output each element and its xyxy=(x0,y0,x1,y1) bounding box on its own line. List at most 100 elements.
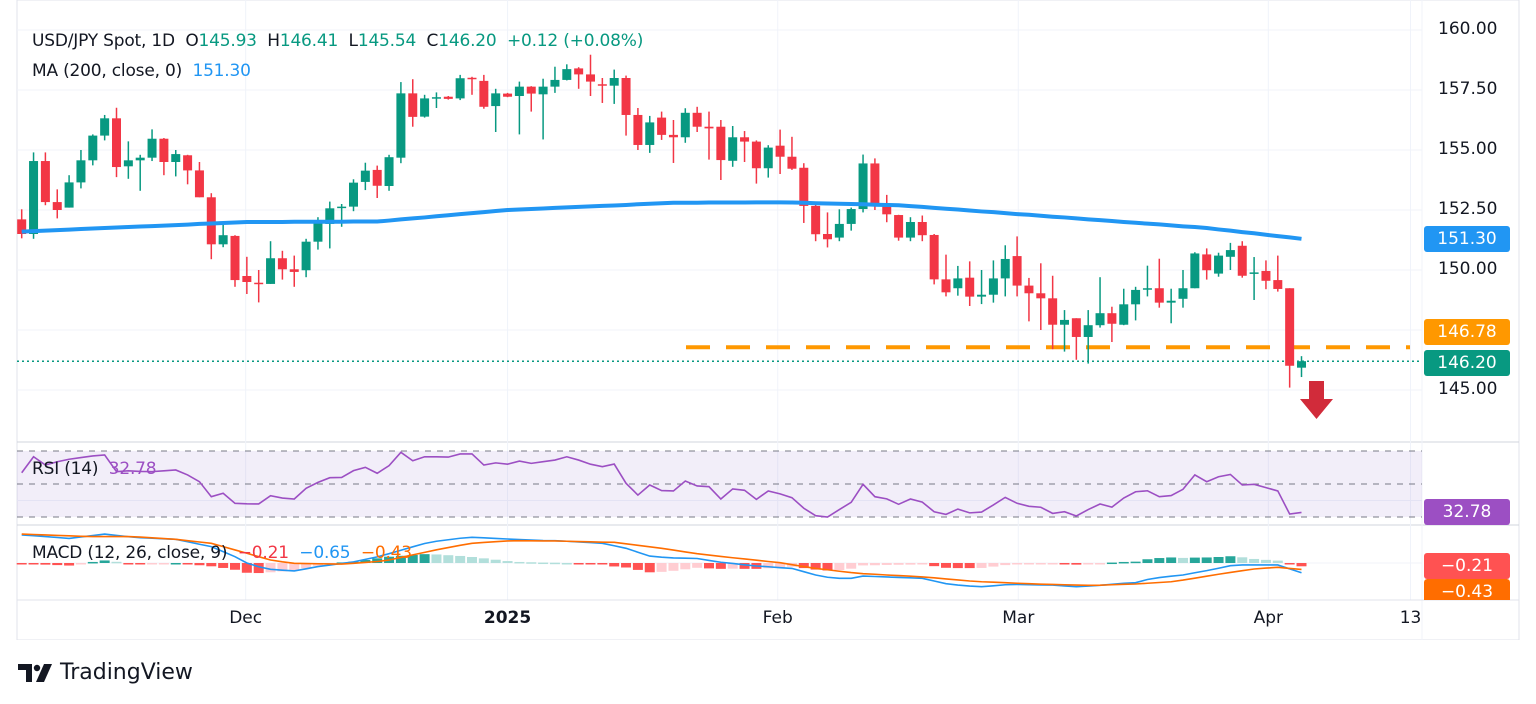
candle-body xyxy=(266,258,276,284)
candle xyxy=(811,201,821,242)
macd-histogram-bar xyxy=(680,563,691,570)
candle xyxy=(657,111,667,140)
candle-body xyxy=(846,209,856,224)
candle-body xyxy=(1202,254,1212,271)
macd-histogram-bar xyxy=(206,563,217,567)
chart-canvas[interactable] xyxy=(0,0,1536,640)
candle xyxy=(360,162,370,191)
candle-body xyxy=(965,277,975,297)
symbol-title: USD/JPY Spot, 1D xyxy=(32,31,175,51)
price-tick-label: 155.00 xyxy=(1438,139,1498,159)
macd-histogram-bar xyxy=(218,563,229,568)
candle xyxy=(1012,236,1022,297)
macd-histogram-bar xyxy=(704,563,714,569)
macd-histogram-bar xyxy=(846,563,857,569)
candle-body xyxy=(88,135,98,161)
candle-body xyxy=(1071,318,1081,337)
candle-body xyxy=(823,234,832,240)
time-tick-label: Feb xyxy=(762,608,793,628)
candle-body xyxy=(230,235,240,281)
time-tick-label: 2025 xyxy=(483,608,532,628)
macd-histogram-bar xyxy=(976,563,987,568)
macd-histogram-bar xyxy=(64,563,75,566)
macd-histogram-bar xyxy=(1118,561,1129,564)
macd-histogram-bar xyxy=(147,563,158,565)
macd-histogram-bar xyxy=(40,563,51,565)
candle-body xyxy=(905,222,915,238)
macd-histogram-bar xyxy=(1047,563,1058,565)
macd-hist-badge: −0.21 xyxy=(1424,553,1510,579)
candle-body xyxy=(325,208,335,224)
macd-histogram-bar xyxy=(632,563,643,570)
macd-histogram-bar xyxy=(111,561,122,564)
candle xyxy=(1297,356,1306,378)
candle-body xyxy=(1142,288,1152,290)
candle-body xyxy=(645,122,655,145)
candle xyxy=(1083,310,1093,364)
candle-body xyxy=(1190,253,1200,289)
candle xyxy=(728,126,738,167)
candle-body xyxy=(1000,258,1010,279)
candle-body xyxy=(680,112,690,138)
candle-body xyxy=(1166,300,1176,303)
candle xyxy=(586,54,595,96)
macd-histogram-bar xyxy=(1000,563,1011,566)
candle-body xyxy=(337,206,347,209)
macd-histogram-bar xyxy=(609,563,620,567)
candle xyxy=(870,158,880,210)
candle-body xyxy=(929,234,939,280)
candle-body xyxy=(1131,289,1141,305)
candle xyxy=(17,209,27,239)
macd-histogram-bar xyxy=(526,562,537,564)
macd-histogram-bar xyxy=(490,559,501,563)
candle xyxy=(1024,277,1034,322)
macd-histogram-bar xyxy=(1012,563,1023,565)
tradingview-logo[interactable]: TradingView xyxy=(18,660,193,685)
candle xyxy=(1190,252,1200,289)
macd-histogram-bar xyxy=(858,563,869,566)
candle-body xyxy=(1237,245,1247,276)
macd-histogram-bar xyxy=(597,563,608,565)
macd-histogram-bar xyxy=(87,561,98,564)
candle-body xyxy=(112,118,121,168)
candle xyxy=(372,165,382,198)
candle xyxy=(1178,270,1188,308)
candle-body xyxy=(1024,285,1034,294)
candle-body xyxy=(396,93,406,158)
candle-body xyxy=(254,282,264,285)
macd-histogram-bar xyxy=(727,563,738,569)
macd-histogram-bar xyxy=(905,563,916,565)
macd-histogram-bar xyxy=(1142,559,1153,563)
symbol-legend: USD/JPY Spot, 1D O145.93 H146.41 L145.54… xyxy=(32,31,643,51)
candle xyxy=(633,108,643,150)
rsi-legend: RSI (14) 32.78 xyxy=(32,459,157,479)
candle-body xyxy=(751,141,761,169)
candle-body xyxy=(384,157,394,186)
candle-body xyxy=(894,215,904,238)
macd-histogram-bar xyxy=(1284,563,1295,565)
macd-histogram-bar xyxy=(99,560,110,563)
candle-body xyxy=(514,86,524,96)
macd-signal-badge: −0.43 xyxy=(1424,579,1510,600)
candle xyxy=(100,114,110,141)
macd-histogram-bar xyxy=(715,563,726,569)
candle xyxy=(953,265,963,296)
candle xyxy=(183,154,193,185)
macd-histogram-bar xyxy=(395,555,406,563)
candle-body xyxy=(1083,325,1093,337)
candle xyxy=(894,214,904,241)
macd-histogram-bar xyxy=(28,563,39,565)
ma-label: MA (200, close, 0) xyxy=(32,61,183,81)
macd-histogram-bar xyxy=(869,563,880,566)
candle-body xyxy=(1060,319,1069,325)
macd-histogram-bar xyxy=(1130,561,1141,564)
candle xyxy=(40,152,50,206)
macd-histogram-bar xyxy=(419,554,430,563)
candle xyxy=(218,223,228,248)
candle-body xyxy=(479,80,489,107)
candle-body xyxy=(597,84,607,86)
ohlc-open: O145.93 xyxy=(185,31,257,51)
candle-body xyxy=(609,78,619,86)
candle-body xyxy=(313,223,323,242)
macd-histogram-bar xyxy=(692,563,703,568)
